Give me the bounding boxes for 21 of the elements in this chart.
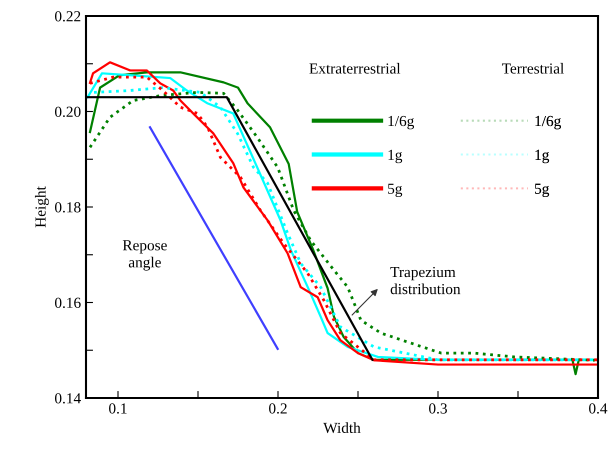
legend-label: 1g <box>388 150 402 164</box>
legend-label: 5g <box>535 184 550 198</box>
y-tick-label: 0.20 <box>54 106 81 118</box>
y-tick-label: 0.22 <box>54 11 80 22</box>
x-tick-label: 0.4 <box>589 403 608 414</box>
legend-label: 1/6g <box>388 116 414 130</box>
y-tick-label: 0.14 <box>54 393 81 404</box>
x-tick-label: 0.2 <box>269 403 287 414</box>
y-tick-label: 0.18 <box>54 202 81 213</box>
y-tick-label: 0.16 <box>54 298 81 308</box>
x-axis-title: Width <box>323 422 361 434</box>
legend-label: 5g <box>388 184 402 198</box>
y-axis-title: Height <box>34 186 49 228</box>
annotation: Repose angle <box>122 240 167 271</box>
legend-label: 1g <box>535 150 550 164</box>
legend-label: 1/6g <box>535 116 561 130</box>
x-tick-label: 0.3 <box>429 403 447 414</box>
x-tick-label: 0.1 <box>109 403 127 414</box>
annotation: Terrestrial <box>502 62 564 74</box>
annotation: Trapezium distribution <box>390 266 460 294</box>
annotation: Extraterrestrial <box>309 62 400 74</box>
